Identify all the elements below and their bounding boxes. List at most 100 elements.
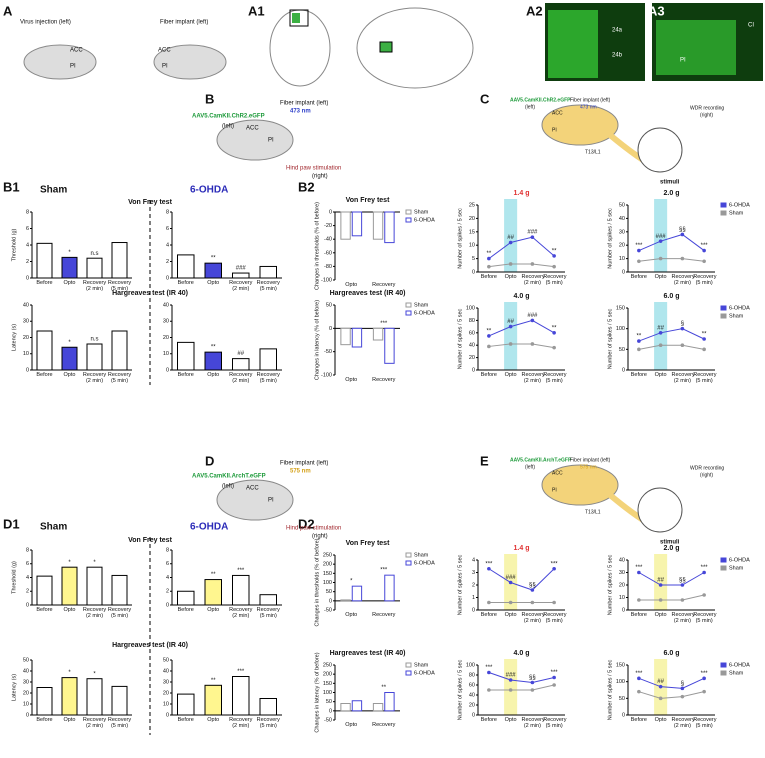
y-tick-label: 100: [323, 690, 332, 696]
test-title: Hargreaves test (IR 40): [112, 642, 188, 649]
panel-label: D2: [298, 516, 315, 531]
y-tick-label: 40: [23, 302, 29, 308]
line: [488, 568, 555, 591]
significance: **: [211, 572, 216, 578]
point: [702, 347, 706, 352]
y-tick-label: 40: [619, 216, 625, 222]
y-tick-label: 100: [323, 580, 332, 586]
significance: ***: [380, 321, 388, 327]
x-tick-label: Before: [177, 372, 194, 378]
point: [637, 570, 641, 575]
legend-label: Sham: [414, 662, 429, 668]
point: [702, 259, 706, 264]
point: [552, 600, 556, 605]
y-tick-label: 0: [472, 367, 475, 373]
legend-swatch: [720, 565, 727, 571]
x-tick-label: Recovery (2 min): [82, 372, 107, 385]
x-tick-label: Opto: [345, 722, 358, 728]
y-tick-label: 10: [163, 701, 169, 707]
x-tick-label: Opto: [654, 612, 667, 618]
legend-swatch: [720, 313, 727, 319]
legend-swatch: [405, 217, 412, 223]
y-tick-label: 1: [472, 595, 475, 601]
bar: [340, 211, 351, 240]
y-tick-label: 4: [472, 557, 475, 563]
x-tick-label: Opto: [207, 607, 220, 613]
y-axis-label: Latency (s): [11, 674, 17, 701]
annotation: (right): [700, 112, 713, 118]
x-tick-label: Opto: [207, 372, 220, 378]
bar: [351, 700, 363, 712]
annotation: (right): [700, 472, 713, 478]
y-tick-label: -50: [324, 717, 332, 723]
legend-swatch: [720, 662, 727, 668]
y-tick-label: 100: [616, 679, 625, 685]
panel-label: B1: [3, 179, 20, 194]
x-tick-label: Before: [177, 607, 194, 613]
x-tick-label: Recovery: [372, 377, 396, 383]
annotation: (left): [222, 124, 234, 130]
legend-label: 6-OHDA: [414, 560, 435, 566]
y-tick-label: 30: [619, 229, 625, 235]
x-tick-label: Recovery (2 min): [229, 717, 253, 730]
significance: **: [487, 251, 492, 257]
bar: [86, 343, 103, 371]
point: [508, 580, 513, 585]
y-axis-label: Number of spikes / 5 sec: [607, 208, 613, 269]
chart-title: 1.4 g: [514, 545, 530, 552]
point: [508, 240, 513, 245]
x-tick-label: Before: [36, 280, 53, 286]
line: [638, 572, 705, 586]
y-tick-label: 40: [163, 668, 169, 674]
point: [552, 331, 556, 335]
x-tick-label: Recovery (5 min): [693, 612, 717, 625]
y-tick-label: -80: [324, 264, 332, 270]
significance: ***: [237, 669, 245, 675]
mouse: [23, 44, 97, 80]
significance: **: [552, 248, 557, 254]
illustrations: [23, 3, 763, 735]
test-title: Von Frey test: [128, 199, 172, 206]
bar: [204, 684, 222, 716]
y-tick-label: 10: [23, 701, 29, 707]
chart-title: Hargreaves test (IR 40): [330, 290, 406, 297]
annotation: PI: [552, 127, 557, 133]
annotation: 24b: [612, 53, 623, 59]
y-axis-label: Changes in latency (% of before): [314, 300, 320, 380]
legend-label: Sham: [414, 209, 429, 215]
significance: ##: [237, 351, 244, 357]
y-tick-label: 4: [166, 575, 169, 581]
x-tick-label: Opto: [345, 612, 358, 618]
annotation: PI: [70, 64, 76, 70]
x-tick-label: Recovery (5 min): [543, 717, 567, 730]
significance: §: [681, 681, 684, 687]
legend-swatch: [405, 662, 412, 668]
line: [488, 263, 555, 268]
brain: [541, 104, 619, 146]
y-tick-label: 20: [469, 702, 475, 708]
test-title: Hargreaves test (IR 40): [112, 290, 188, 297]
legend-label: Sham: [414, 302, 429, 308]
point: [487, 264, 491, 269]
point: [637, 598, 641, 602]
line: [488, 319, 555, 337]
point: [658, 696, 663, 701]
legend-swatch: [405, 209, 412, 215]
annotation: PI: [162, 64, 168, 70]
y-axis-label: Threshold (g): [11, 561, 17, 594]
annotation: 473 nm: [290, 109, 311, 115]
x-tick-label: Before: [630, 274, 647, 280]
y-axis-label: Changes in thresholds (% of before): [314, 202, 320, 290]
point: [508, 688, 513, 692]
legend-swatch: [405, 560, 412, 566]
bar: [232, 358, 250, 371]
significance: ***: [485, 665, 493, 671]
annotation: 473 nm: [580, 104, 597, 110]
annotation: AAV5.CamKII.ArchT.eGFP: [510, 457, 572, 463]
fluorescence: [292, 13, 300, 23]
panel-label: A3: [648, 3, 665, 18]
brain-slice: [356, 7, 474, 89]
annotation: AAV5.CamKII.ChR2.eGFP: [510, 97, 571, 103]
point: [508, 342, 513, 346]
x-tick-label: Recovery (5 min): [693, 717, 717, 730]
